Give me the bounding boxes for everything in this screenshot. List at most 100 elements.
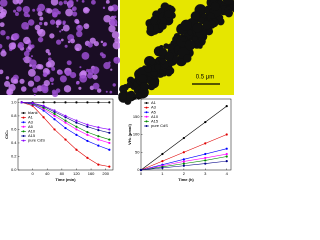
sem-grain [82, 6, 90, 14]
sem-grain [70, 38, 75, 44]
sem-grain [29, 64, 32, 67]
sem-grain [92, 74, 98, 80]
sem-grain [83, 23, 90, 30]
tem-particle [232, 5, 234, 13]
sem-grain [103, 62, 111, 70]
sem-grain [39, 16, 44, 21]
sem-grain [22, 57, 26, 61]
data-point [86, 139, 89, 143]
sem-grain [58, 1, 63, 6]
data-point [64, 138, 67, 141]
data-point [204, 162, 207, 165]
sem-grain [23, 12, 29, 18]
sem-grain [92, 82, 100, 90]
legend-marker [22, 135, 25, 137]
tem-particle [204, 8, 211, 15]
data-point [204, 156, 207, 160]
sem-grain [0, 69, 4, 75]
plot-frame [17, 98, 114, 171]
sem-grain [109, 18, 118, 27]
sem-grain [17, 42, 25, 49]
y-tick-label: 0.4 [11, 140, 17, 145]
sem-grain [47, 59, 55, 68]
y-tick-label: 0.6 [11, 126, 17, 131]
sem-grain [87, 42, 93, 48]
x-tick-label: 4 [226, 171, 229, 176]
data-point [53, 128, 56, 131]
sem-grain [12, 0, 20, 5]
legend-label: A15 [28, 133, 36, 138]
data-point [204, 142, 207, 145]
sem-grain [72, 6, 77, 12]
sem-grain [0, 50, 7, 57]
tem-particle [119, 85, 128, 94]
legend-marker [22, 130, 25, 133]
data-point [86, 133, 89, 136]
sem-grain [108, 25, 116, 33]
tem-particle [198, 16, 205, 24]
data-point [225, 147, 228, 150]
data-point [225, 160, 228, 163]
data-point [97, 135, 100, 138]
legend-marker [145, 111, 148, 114]
data-point [75, 148, 78, 151]
legend-label: A10 [28, 128, 36, 133]
tem-particle [138, 74, 148, 83]
sem-grain [57, 10, 61, 15]
sem-grain [96, 88, 102, 93]
sem-grain [65, 8, 73, 17]
sem-grain [105, 90, 108, 93]
sem-grain [52, 11, 58, 18]
sem-grain [27, 80, 35, 87]
x-tick-label: 1 [161, 171, 164, 176]
sem-grain [110, 68, 113, 71]
tem-particle [172, 55, 179, 63]
tem-particle [126, 81, 133, 89]
sem-grain [16, 6, 22, 12]
data-point [97, 126, 100, 129]
sem-grain [28, 43, 32, 47]
sem-grain [19, 78, 25, 84]
sem-grain [108, 61, 111, 64]
data-point [31, 101, 34, 105]
sem-grain [67, 4, 72, 9]
data-point [42, 116, 45, 119]
data-point [64, 114, 67, 118]
x-tick-label: 3 [204, 171, 207, 176]
tem-particle [164, 10, 173, 18]
tem-particle [135, 92, 143, 100]
sem-grain [8, 42, 17, 50]
tem-particle [158, 47, 168, 57]
sem-grain [5, 76, 10, 80]
data-point [225, 152, 228, 156]
sem-grain [78, 86, 82, 90]
sem-grain [69, 71, 77, 79]
sem-grain [49, 77, 55, 83]
y-tick-label: 0 [137, 167, 140, 172]
data-point [86, 156, 89, 159]
legend-marker [145, 125, 148, 127]
sem-grain [23, 55, 31, 64]
sem-grain [59, 75, 67, 83]
tem-particle [144, 65, 152, 73]
tem-particle [164, 51, 174, 62]
sem-grain [27, 68, 36, 77]
tem-particle [150, 79, 157, 85]
y-axis-label: C/C₀ [4, 130, 9, 139]
sem-grain [76, 30, 83, 38]
sem-grain [112, 83, 116, 87]
data-point [86, 123, 89, 126]
legend-marker [22, 116, 25, 119]
sem-grain [102, 42, 108, 47]
sem-grain [81, 51, 90, 60]
tem-texture [118, 0, 234, 105]
sem-grain [64, 44, 68, 48]
sem-grain [113, 15, 117, 19]
sem-grain [55, 20, 61, 26]
data-point [86, 125, 89, 128]
data-point [204, 159, 207, 162]
sem-grain [0, 22, 5, 28]
tem-particle [160, 17, 167, 25]
data-point [97, 144, 100, 147]
data-point [64, 121, 67, 124]
